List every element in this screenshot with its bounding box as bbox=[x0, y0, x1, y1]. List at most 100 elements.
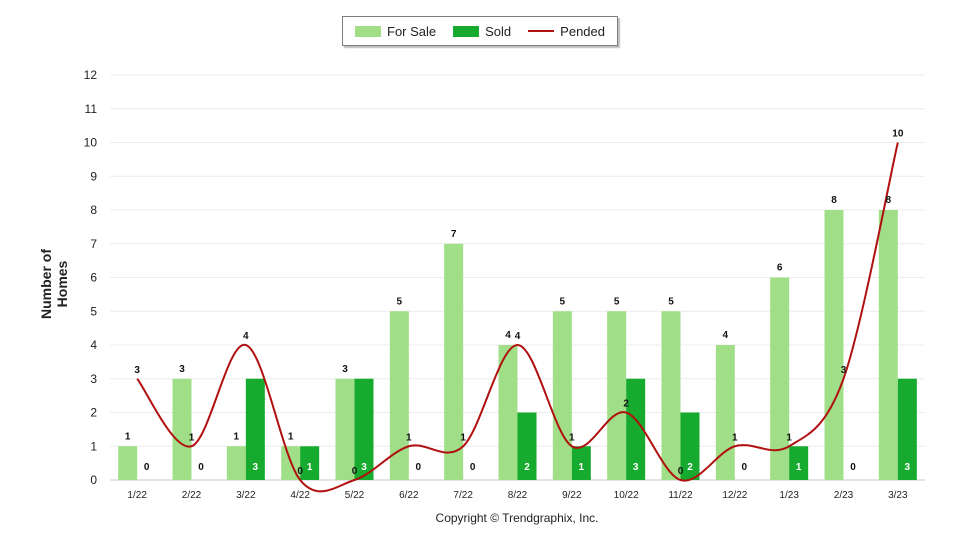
data-label-pended: 1 bbox=[460, 432, 466, 443]
legend-item-sold: Sold bbox=[453, 24, 511, 39]
data-label-for-sale: 5 bbox=[397, 296, 403, 307]
y-tick-label: 0 bbox=[90, 473, 97, 487]
data-label-pended: 10 bbox=[892, 129, 904, 140]
bar-for-sale bbox=[389, 311, 409, 480]
bar-for-sale bbox=[226, 446, 246, 480]
data-label-for-sale: 8 bbox=[831, 195, 837, 206]
data-label-for-sale: 5 bbox=[560, 296, 566, 307]
legend-label-sold: Sold bbox=[485, 23, 512, 39]
legend-label-for-sale: For Sale bbox=[387, 23, 437, 39]
y-tick-label: 4 bbox=[90, 338, 97, 352]
legend-swatch-pended bbox=[528, 30, 555, 32]
data-label-for-sale: 4 bbox=[505, 330, 511, 341]
pended-line bbox=[136, 142, 899, 493]
y-tick-label: 7 bbox=[90, 237, 97, 251]
legend-item-for-sale: For Sale bbox=[355, 24, 436, 39]
bar-sold bbox=[571, 446, 591, 480]
x-tick-label: 1/22 bbox=[127, 490, 147, 501]
y-tick-label: 10 bbox=[84, 136, 98, 150]
y-tick-label: 2 bbox=[90, 406, 97, 420]
bar-sold bbox=[626, 378, 646, 480]
pended-line-path bbox=[136, 142, 899, 493]
y-tick-label: 6 bbox=[90, 271, 97, 285]
bar-sold bbox=[897, 378, 917, 480]
data-label-for-sale: 5 bbox=[614, 296, 620, 307]
bar-sold bbox=[300, 446, 320, 480]
x-tick-label: 3/23 bbox=[888, 490, 908, 501]
x-tick-label: 8/22 bbox=[508, 490, 528, 501]
bar-for-sale bbox=[770, 277, 790, 480]
data-label-for-sale: 1 bbox=[234, 431, 240, 442]
bar-sold bbox=[354, 378, 374, 480]
legend-swatch-sold bbox=[453, 25, 480, 37]
data-label-for-sale: 6 bbox=[777, 263, 783, 274]
y-tick-label: 9 bbox=[90, 169, 97, 183]
data-label-for-sale: 7 bbox=[451, 229, 457, 240]
legend: For Sale Sold Pended bbox=[342, 16, 618, 46]
data-label-sold: 1 bbox=[579, 462, 585, 473]
data-label-sold: 1 bbox=[307, 462, 313, 473]
x-tick-label: 2/23 bbox=[834, 490, 854, 501]
y-axis-title: Number of Homes bbox=[38, 249, 70, 319]
data-label-sold: 0 bbox=[144, 462, 150, 473]
bar-for-sale bbox=[552, 311, 572, 480]
data-label-for-sale: 3 bbox=[179, 364, 185, 375]
data-label-pended: 3 bbox=[134, 365, 140, 376]
data-label-pended: 2 bbox=[623, 399, 629, 410]
x-tick-label: 2/22 bbox=[182, 490, 202, 501]
bar-for-sale bbox=[878, 210, 898, 480]
data-label-pended: 3 bbox=[841, 365, 847, 376]
data-label-pended: 0 bbox=[352, 466, 358, 477]
bar-sold bbox=[680, 412, 700, 480]
data-label-sold: 3 bbox=[361, 462, 367, 473]
data-label-pended: 1 bbox=[569, 432, 575, 443]
bar-for-sale bbox=[824, 210, 844, 480]
x-tick-label: 9/22 bbox=[562, 490, 582, 501]
data-label-sold: 3 bbox=[253, 462, 259, 473]
legend-swatch-for-sale bbox=[355, 25, 381, 37]
x-tick-label: 3/22 bbox=[236, 490, 256, 501]
data-label-for-sale: 5 bbox=[668, 296, 674, 307]
x-axis-ticks: 1/22 2/22 3/22 4/22 5/22 6/22 7/22 8/22 9/22 10/2… bbox=[127, 490, 908, 501]
x-tick-label: 4/22 bbox=[290, 490, 310, 501]
bar-for-sale bbox=[715, 345, 735, 480]
data-label-sold: 3 bbox=[633, 462, 639, 473]
data-label-sold: 0 bbox=[198, 462, 204, 473]
bar-for-sale bbox=[661, 311, 681, 480]
bar-sold bbox=[245, 378, 265, 480]
data-label-sold: 2 bbox=[524, 462, 530, 473]
x-tick-label: 5/22 bbox=[345, 490, 365, 501]
data-label-pended: 4 bbox=[243, 331, 249, 342]
copyright-footer: Copyright © Trendgraphix, Inc. bbox=[435, 511, 599, 525]
data-label-for-sale: 8 bbox=[886, 195, 892, 206]
x-tick-label: 7/22 bbox=[453, 490, 473, 501]
data-label-sold: 0 bbox=[470, 462, 476, 473]
data-label-pended: 4 bbox=[515, 331, 521, 342]
data-label-sold: 0 bbox=[850, 462, 856, 473]
bars bbox=[118, 210, 917, 480]
data-label-for-sale: 1 bbox=[288, 431, 294, 442]
x-tick-label: 6/22 bbox=[399, 490, 419, 501]
data-label-pended: 1 bbox=[189, 432, 195, 443]
data-label-sold: 0 bbox=[742, 462, 748, 473]
data-label-for-sale: 4 bbox=[723, 330, 729, 341]
bar-sold bbox=[789, 446, 809, 480]
y-tick-label: 11 bbox=[85, 102, 98, 116]
bar-for-sale bbox=[172, 378, 192, 480]
x-tick-label: 11/22 bbox=[668, 490, 693, 501]
data-label-pended: 1 bbox=[786, 432, 792, 443]
data-label-sold: 2 bbox=[687, 462, 693, 473]
y-tick-label: 1 bbox=[90, 439, 97, 453]
y-tick-label: 8 bbox=[90, 203, 97, 217]
y-tick-label: 3 bbox=[90, 372, 97, 386]
y-tick-label: 12 bbox=[84, 68, 98, 82]
data-label-sold: 0 bbox=[416, 462, 422, 473]
legend-item-pended: Pended bbox=[528, 24, 605, 39]
bar-for-sale bbox=[607, 311, 627, 480]
x-tick-label: 1/23 bbox=[779, 490, 799, 501]
data-label-pended: 0 bbox=[297, 466, 303, 477]
data-label-for-sale: 1 bbox=[125, 431, 131, 442]
